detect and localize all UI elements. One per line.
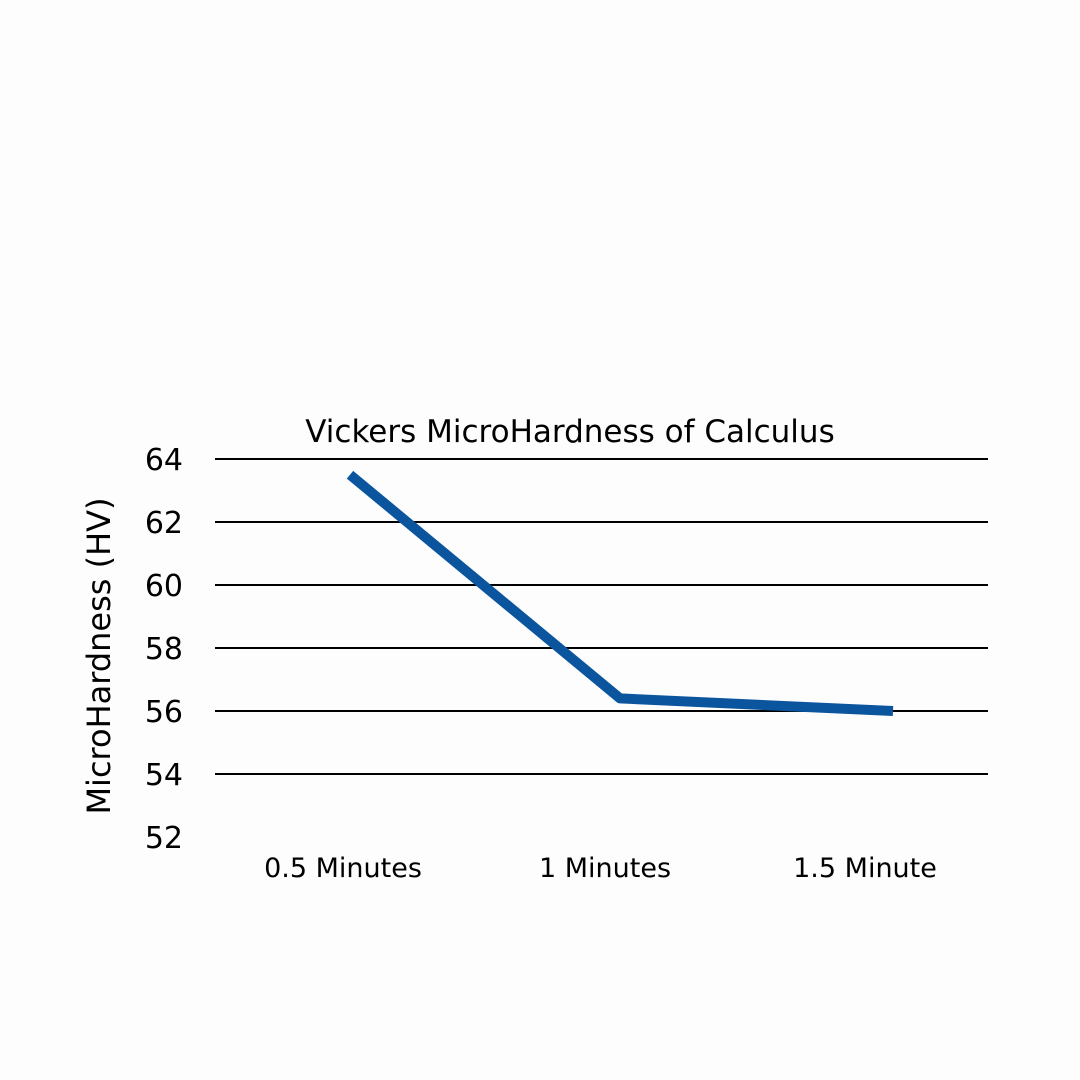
y-tick-label: 58 bbox=[145, 632, 183, 667]
x-category-labels: 0.5 Minutes 1 Minutes 1.5 Minute bbox=[264, 853, 937, 884]
y-tick-label: 62 bbox=[145, 506, 183, 541]
y-tick-label: 64 bbox=[145, 443, 183, 478]
series-layer bbox=[346, 470, 894, 716]
y-tick-label: 56 bbox=[145, 695, 183, 730]
y-axis-title: MicroHardness (HV) bbox=[80, 497, 118, 814]
series-line-0 bbox=[346, 470, 894, 716]
chart-title: Vickers MicroHardness of Calculus bbox=[305, 414, 834, 450]
x-category-label: 1.5 Minute bbox=[793, 853, 937, 884]
y-tick-label: 52 bbox=[145, 821, 183, 856]
x-category-label: 1 Minutes bbox=[539, 853, 671, 884]
x-category-label: 0.5 Minutes bbox=[264, 853, 422, 884]
y-tick-label: 54 bbox=[145, 758, 183, 793]
y-tick-labels: 52 54 56 58 60 62 64 bbox=[145, 443, 183, 856]
gridlines bbox=[215, 458, 988, 775]
y-tick-label: 60 bbox=[145, 569, 183, 604]
